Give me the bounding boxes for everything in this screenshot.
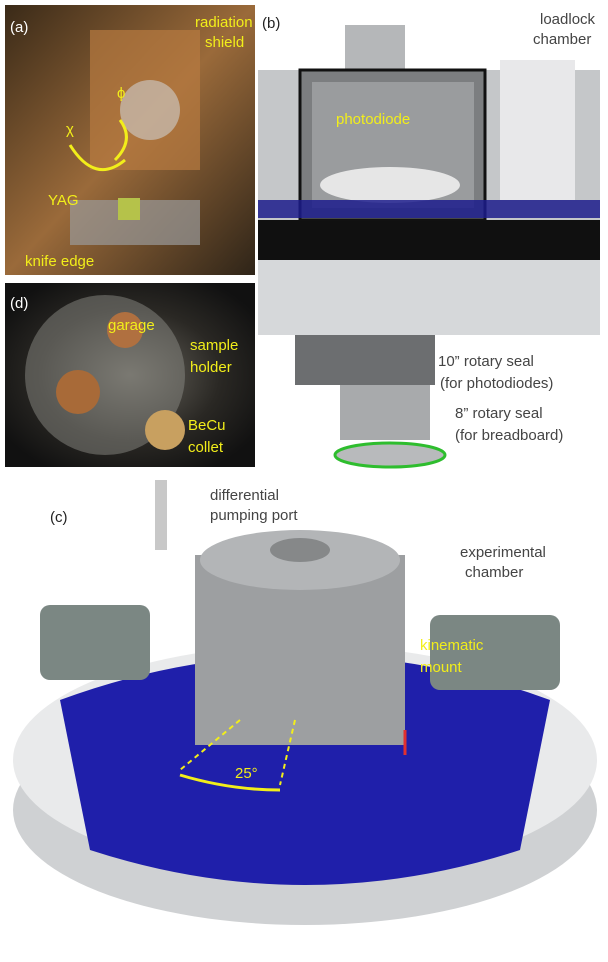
table-top	[258, 220, 600, 260]
blue-base	[258, 200, 600, 218]
sample	[56, 370, 100, 414]
annotation: pumping port	[210, 507, 298, 524]
panel-label: (b)	[262, 15, 280, 32]
annotation: differential	[210, 487, 279, 504]
figure: (a) radiation shield ϕ χ YAG knife edge …	[0, 0, 608, 962]
annotation: shield	[205, 34, 244, 51]
table-base	[258, 260, 600, 335]
rotary-seal-8	[335, 443, 445, 467]
annotation: YAG	[48, 192, 79, 209]
annotation: mount	[420, 659, 463, 676]
loadlock	[500, 60, 575, 200]
annotation: 10” rotary seal	[438, 353, 534, 370]
annotation: (for breadboard)	[455, 427, 563, 444]
mount	[120, 80, 180, 140]
annotation: experimental	[460, 544, 546, 561]
panel-b: (b) loadlock chamber photodiode 10” rota…	[258, 11, 600, 467]
panel-c: (c) differential pumping port experiment…	[13, 480, 597, 925]
pumping-port	[155, 480, 167, 550]
annotation: holder	[190, 359, 232, 376]
annotation: (for photodiodes)	[440, 375, 553, 392]
annotation: collet	[188, 439, 224, 456]
breadboard	[320, 167, 460, 203]
annotation: chamber	[533, 31, 591, 48]
annotation: radiation	[195, 14, 253, 31]
annotation: loadlock	[540, 11, 596, 28]
panel-d: (d) garage sample holder BeCu collet	[5, 283, 255, 467]
pipe-left	[40, 605, 150, 680]
annotation: knife edge	[25, 253, 94, 270]
top-port	[345, 25, 405, 75]
annotation: garage	[108, 317, 155, 334]
panel-label: (a)	[10, 19, 28, 36]
annotation: χ	[66, 121, 74, 138]
top-flange	[270, 538, 330, 562]
panel-label: (c)	[50, 509, 68, 526]
annotation: sample	[190, 337, 238, 354]
annotation: ϕ	[117, 85, 125, 102]
collet	[145, 410, 185, 450]
panel-label: (d)	[10, 295, 28, 312]
cross	[340, 385, 430, 440]
annotation: 8” rotary seal	[455, 405, 543, 422]
panel-a: (a) radiation shield ϕ χ YAG knife edge	[5, 5, 255, 275]
annotation: 25°	[235, 765, 258, 782]
rotary-seal-10	[295, 335, 435, 385]
yag-crystal	[118, 198, 140, 220]
annotation: BeCu	[188, 417, 226, 434]
annotation: chamber	[465, 564, 523, 581]
annotation: photodiode	[336, 111, 410, 128]
annotation: kinematic	[420, 637, 484, 654]
